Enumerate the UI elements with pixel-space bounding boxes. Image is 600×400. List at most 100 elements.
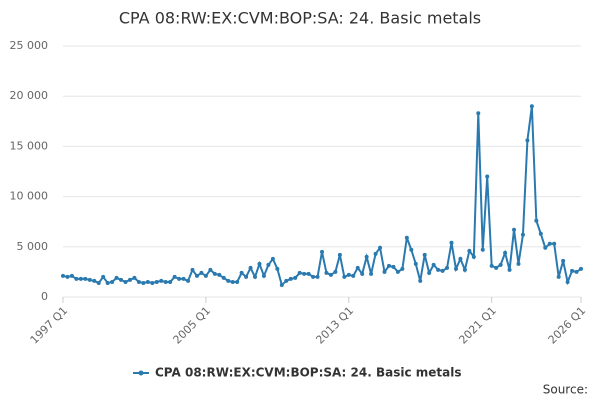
point — [96, 280, 101, 285]
source: Source: — [543, 383, 588, 397]
point — [480, 247, 485, 252]
point — [324, 270, 329, 275]
point — [248, 265, 253, 270]
point — [293, 275, 298, 280]
point — [261, 273, 266, 278]
point — [69, 273, 74, 278]
point — [190, 267, 195, 272]
point — [507, 267, 512, 272]
point — [168, 279, 173, 284]
point — [570, 268, 575, 273]
point — [208, 267, 213, 272]
point — [458, 256, 463, 261]
point — [418, 278, 423, 283]
point — [177, 276, 182, 281]
point — [253, 274, 258, 279]
point — [516, 261, 521, 266]
chart-title: CPA 08:RW:EX:CVM:BOP:SA: 24. Basic metal… — [119, 9, 481, 28]
point — [226, 278, 231, 283]
point — [92, 278, 97, 283]
point — [61, 273, 65, 278]
point — [400, 266, 405, 271]
point — [476, 111, 481, 116]
point — [154, 279, 159, 284]
point — [127, 277, 132, 282]
point — [123, 279, 128, 284]
point — [382, 269, 387, 274]
point — [445, 265, 450, 270]
point — [342, 274, 347, 279]
point — [534, 218, 539, 223]
point — [462, 267, 467, 272]
point — [141, 280, 146, 285]
point — [485, 174, 490, 179]
point — [114, 275, 119, 280]
point — [579, 266, 583, 271]
point — [436, 267, 441, 272]
point — [194, 273, 199, 278]
point — [105, 280, 110, 285]
point — [163, 279, 168, 284]
point — [315, 274, 320, 279]
point — [221, 275, 226, 280]
point — [427, 270, 432, 275]
point — [525, 138, 530, 143]
point — [159, 278, 164, 283]
point — [471, 254, 476, 259]
point — [574, 269, 579, 274]
y-tick-label: 20 000 — [10, 89, 49, 102]
point — [244, 274, 249, 279]
x-tick-label: 2021 Q1 — [456, 304, 499, 347]
point — [395, 269, 400, 274]
point — [409, 247, 414, 252]
point — [440, 268, 445, 273]
point — [239, 270, 244, 275]
point — [333, 269, 338, 274]
point — [150, 280, 155, 285]
point — [284, 278, 289, 283]
point — [404, 235, 409, 240]
point — [552, 241, 557, 246]
point — [110, 279, 115, 284]
point — [565, 279, 570, 284]
y-tick-label: 25 000 — [10, 39, 49, 52]
point — [364, 254, 369, 259]
point — [257, 261, 262, 266]
point — [467, 248, 472, 253]
point — [453, 266, 458, 271]
point — [230, 279, 235, 284]
point — [386, 263, 391, 268]
point — [391, 264, 396, 269]
point — [373, 251, 378, 256]
point — [288, 276, 293, 281]
y-tick-label: 15 000 — [10, 139, 49, 152]
point — [413, 261, 418, 266]
series-line — [62, 106, 582, 287]
point — [520, 232, 525, 237]
point — [270, 256, 275, 261]
point — [235, 279, 240, 284]
point — [449, 240, 454, 245]
point — [306, 271, 311, 276]
point — [217, 272, 222, 277]
point — [83, 276, 88, 281]
point — [199, 270, 204, 275]
point — [212, 271, 217, 276]
x-tick-label: 2013 Q1 — [313, 304, 356, 347]
point — [543, 245, 548, 250]
point — [87, 277, 92, 282]
x-tick-label: 1997 Q1 — [28, 304, 71, 347]
point — [498, 262, 503, 267]
point — [136, 279, 141, 284]
point — [337, 252, 342, 257]
point — [328, 272, 333, 277]
point — [74, 276, 79, 281]
point — [145, 279, 150, 284]
x-tick-label: 2026 Q1 — [546, 304, 589, 347]
point — [351, 273, 356, 278]
point — [320, 249, 324, 254]
legend-marker — [138, 370, 144, 376]
point — [186, 278, 191, 283]
point — [181, 276, 186, 281]
point — [119, 277, 124, 282]
